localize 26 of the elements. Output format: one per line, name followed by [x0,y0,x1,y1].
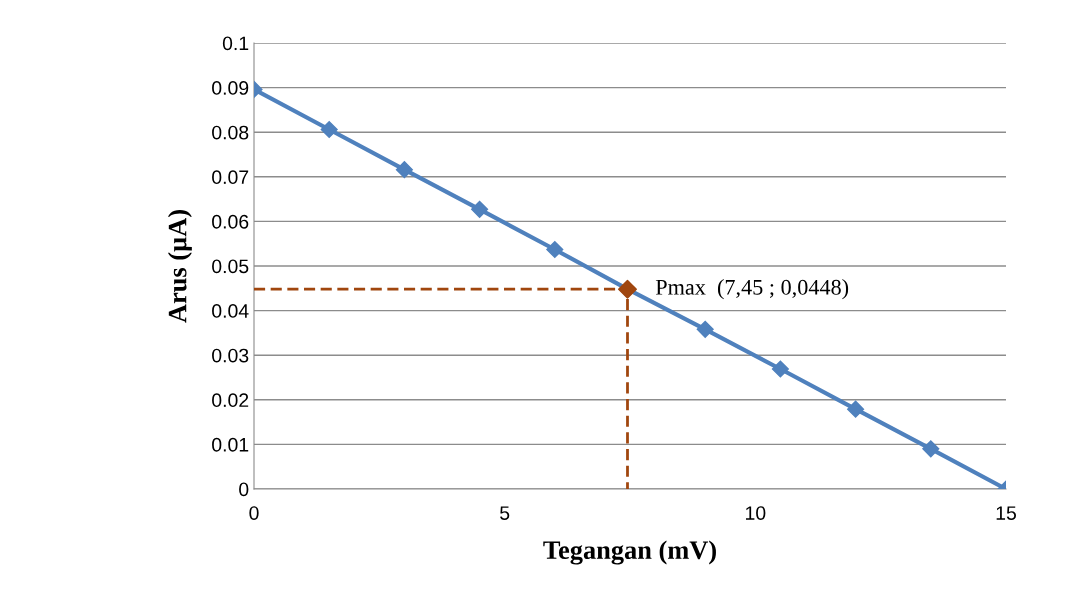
point [922,440,940,458]
point [471,200,489,218]
point [395,161,413,179]
x-tick-label: 0 [249,506,259,520]
x-tick-label: 10 [746,506,766,520]
point [696,320,714,338]
y-tick-label: 0.04 [212,304,249,318]
y-tick-label: 0.02 [212,393,249,408]
point [546,240,564,259]
y-tick-label: 0.08 [212,125,249,140]
x-axis-title: Tegangan (mV) [543,540,716,565]
point [320,120,338,139]
y-tick-label: 0.09 [212,81,249,95]
y-tick-label: 0.06 [212,214,249,229]
y-tick-label: 0.1 [222,36,249,51]
point [847,400,865,418]
y-tick-label: 0.03 [212,348,249,363]
point [771,360,789,378]
y-tick-label: 0.01 [212,437,249,452]
y-tick-label: 0 [239,482,249,497]
x-tick-label: 15 [996,506,1016,520]
y-tick-label: 0.05 [212,259,249,274]
annotation: Pmax (7,45 ; 0,0448) [655,279,849,300]
x-tick-label: 5 [500,506,510,520]
y-tick-label: 0.07 [212,170,249,185]
y-axis-title: Arus (µA) [167,210,192,323]
